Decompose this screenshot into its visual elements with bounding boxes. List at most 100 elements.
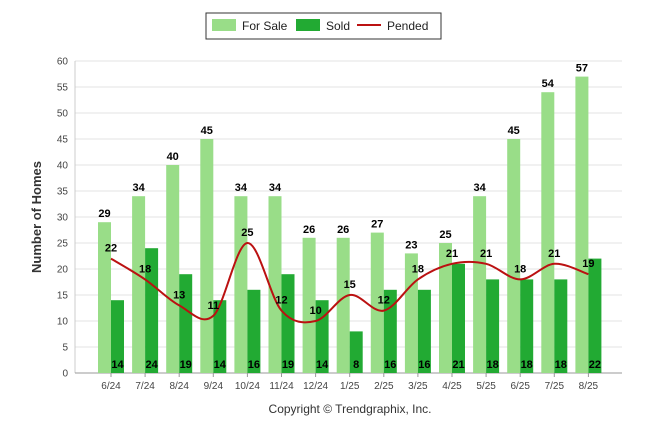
bar-for-sale bbox=[336, 237, 350, 373]
x-tick-label: 4/25 bbox=[442, 381, 462, 392]
y-tick-label: 20 bbox=[57, 265, 69, 276]
bar-for-sale bbox=[507, 139, 521, 373]
bar-for-sale bbox=[200, 139, 214, 373]
y-tick-label: 50 bbox=[57, 109, 69, 120]
y-tick-label: 35 bbox=[57, 187, 69, 198]
data-label-pended: 13 bbox=[173, 289, 185, 301]
bar-for-sale bbox=[166, 165, 180, 373]
data-label-for-sale: 34 bbox=[235, 182, 248, 194]
data-label-sold: 24 bbox=[145, 359, 158, 371]
data-label-pended: 22 bbox=[105, 243, 117, 255]
bar-sold bbox=[417, 289, 431, 373]
bars-layer bbox=[98, 76, 602, 373]
legend: For Sale Sold Pended bbox=[205, 12, 442, 40]
data-label-sold: 14 bbox=[316, 359, 329, 371]
legend-swatch-for-sale bbox=[212, 19, 236, 31]
data-label-sold: 18 bbox=[521, 359, 533, 371]
x-tick-label: 3/25 bbox=[408, 381, 428, 392]
y-tick-label: 45 bbox=[57, 135, 69, 146]
labels-layer: 29 14 34 24 40 19 45 14 34 16 34 19 26 14 26 8 27 16 23 16 2… bbox=[98, 63, 601, 371]
data-label-sold: 19 bbox=[180, 359, 192, 371]
y-tick-label: 60 bbox=[57, 57, 69, 68]
bar-for-sale bbox=[302, 237, 316, 373]
data-label-pended: 21 bbox=[446, 248, 458, 260]
data-label-sold: 8 bbox=[353, 359, 359, 371]
y-axis-title: Number of Homes bbox=[29, 161, 44, 273]
x-tick-label: 1/25 bbox=[340, 381, 360, 392]
y-tick-label: 15 bbox=[57, 291, 69, 302]
pended-line bbox=[110, 242, 589, 324]
data-label-for-sale: 34 bbox=[132, 182, 145, 194]
x-tick-label: 6/24 bbox=[101, 381, 121, 392]
data-label-for-sale: 26 bbox=[337, 224, 349, 236]
bar-sold bbox=[554, 279, 568, 373]
x-tick-label: 9/24 bbox=[204, 381, 224, 392]
data-label-for-sale: 26 bbox=[303, 224, 315, 236]
bar-sold bbox=[486, 279, 500, 373]
data-label-sold: 22 bbox=[589, 359, 601, 371]
data-label-sold: 14 bbox=[214, 359, 227, 371]
copyright-text: Copyright © Trendgraphix, Inc. bbox=[269, 402, 432, 416]
data-label-for-sale: 27 bbox=[371, 219, 383, 231]
bar-for-sale bbox=[575, 76, 589, 373]
bar-sold bbox=[452, 263, 465, 373]
data-label-for-sale: 40 bbox=[167, 151, 179, 163]
data-label-pended: 21 bbox=[480, 248, 492, 260]
x-tick-label: 5/25 bbox=[476, 381, 496, 392]
legend-box bbox=[205, 12, 442, 40]
y-tick-label: 40 bbox=[57, 161, 69, 172]
data-label-for-sale: 34 bbox=[473, 182, 486, 194]
data-label-for-sale: 29 bbox=[98, 208, 110, 220]
x-tick-label: 2/25 bbox=[374, 381, 394, 392]
bar-sold bbox=[179, 274, 193, 373]
x-tick-label: 7/25 bbox=[545, 381, 565, 392]
data-label-for-sale: 57 bbox=[576, 63, 588, 75]
y-tick-label: 0 bbox=[62, 369, 68, 380]
data-label-sold: 16 bbox=[384, 359, 396, 371]
bar-sold bbox=[349, 331, 363, 373]
y-tick-label: 5 bbox=[62, 343, 68, 354]
data-label-sold: 19 bbox=[282, 359, 294, 371]
data-label-pended: 25 bbox=[241, 227, 253, 239]
bar-sold bbox=[520, 279, 534, 373]
data-label-sold: 14 bbox=[111, 359, 124, 371]
bar-for-sale bbox=[370, 232, 384, 373]
bar-sold bbox=[145, 248, 159, 373]
x-tick-label: 6/25 bbox=[510, 381, 530, 392]
bar-sold bbox=[383, 289, 397, 373]
x-tick-label: 11/24 bbox=[269, 381, 294, 392]
data-label-sold: 18 bbox=[555, 359, 567, 371]
bar-sold bbox=[247, 289, 261, 373]
y-tick-label: 25 bbox=[57, 239, 69, 250]
data-label-pended: 18 bbox=[139, 263, 151, 275]
data-label-sold: 16 bbox=[418, 359, 430, 371]
legend-label-pended: Pended bbox=[387, 19, 428, 33]
data-label-sold: 18 bbox=[486, 359, 498, 371]
bar-sold bbox=[588, 258, 602, 373]
bar-for-sale bbox=[473, 196, 487, 373]
y-tick-label: 10 bbox=[57, 317, 69, 328]
bar-sold bbox=[281, 274, 295, 373]
data-label-pended: 15 bbox=[344, 279, 356, 291]
data-label-for-sale: 45 bbox=[508, 125, 520, 137]
bar-for-sale bbox=[234, 196, 248, 373]
legend-label-sold: Sold bbox=[326, 19, 350, 33]
bar-for-sale bbox=[268, 196, 282, 373]
y-tick-label: 55 bbox=[57, 83, 69, 94]
x-tick-label: 7/24 bbox=[135, 381, 155, 392]
data-label-pended: 10 bbox=[309, 305, 321, 317]
data-label-pended: 21 bbox=[548, 248, 560, 260]
y-tick-label: 30 bbox=[57, 213, 69, 224]
x-tick-label: 12/24 bbox=[303, 381, 328, 392]
data-label-for-sale: 45 bbox=[201, 125, 213, 137]
data-label-sold: 16 bbox=[248, 359, 260, 371]
data-label-for-sale: 54 bbox=[542, 78, 555, 90]
bar-for-sale bbox=[98, 222, 111, 373]
data-label-for-sale: 25 bbox=[439, 229, 451, 241]
legend-label-for-sale: For Sale bbox=[242, 19, 288, 33]
data-label-sold: 21 bbox=[452, 359, 464, 371]
data-label-pended: 19 bbox=[582, 258, 594, 270]
bar-sold bbox=[213, 300, 227, 373]
